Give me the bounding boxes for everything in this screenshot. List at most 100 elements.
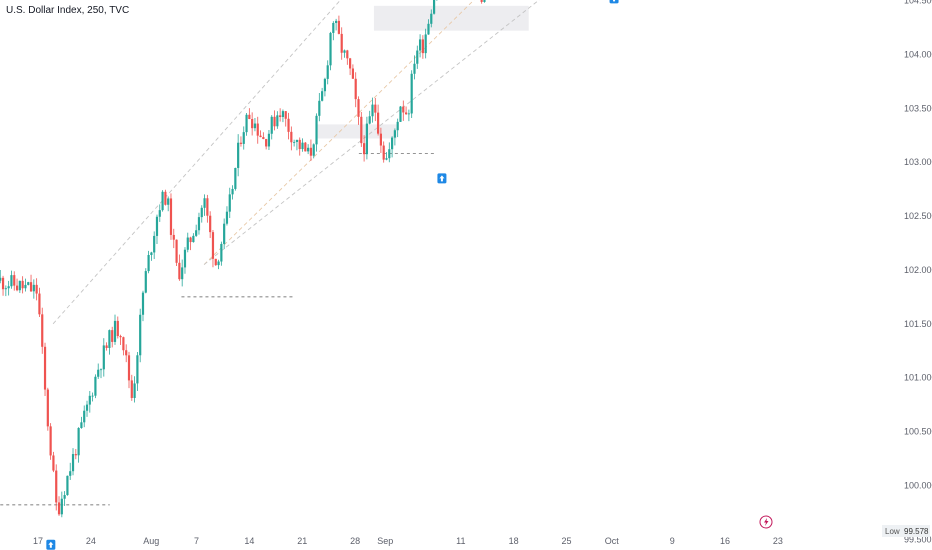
price-axis[interactable]: 99.500 100.000 100.500 101.000 101.500 102.00… — [882, 0, 932, 544]
candle-body — [312, 144, 315, 156]
candle-body — [57, 502, 61, 515]
candle-body — [178, 262, 181, 280]
candle-body — [382, 145, 385, 160]
candle-body — [416, 50, 419, 64]
candle-body — [237, 142, 240, 168]
candle-body — [32, 284, 35, 292]
candle-body — [427, 23, 430, 35]
x-tick-label: 28 — [350, 536, 360, 546]
candle-body — [223, 223, 226, 244]
candle-body — [298, 139, 301, 150]
candle-body — [393, 130, 396, 138]
low-tag-value-box — [902, 524, 930, 537]
y-tick-label: 103.000 — [904, 157, 932, 167]
candle-body — [192, 235, 195, 243]
candle-body — [189, 237, 192, 243]
x-tick-label: 9 — [670, 536, 675, 546]
candle-body — [217, 261, 220, 266]
candle-body — [1, 277, 5, 290]
candle-body — [102, 345, 105, 370]
lightning-icon — [764, 518, 769, 526]
candle-body — [351, 68, 355, 79]
candle-body — [88, 395, 91, 405]
candle-body — [483, 0, 486, 2]
low-tag-name-box — [882, 524, 902, 537]
candle-body — [231, 188, 234, 195]
y-tick-label: 102.500 — [904, 211, 932, 221]
candle-body — [63, 495, 66, 499]
candle-body — [122, 337, 125, 351]
x-tick-label: 7 — [194, 536, 199, 546]
buy-signal-icon[interactable] — [609, 0, 619, 4]
x-tick-label: 18 — [509, 536, 519, 546]
candle-body — [43, 346, 47, 390]
candle-body — [340, 33, 343, 53]
candle-body — [91, 395, 94, 397]
candle-body — [35, 284, 38, 294]
candle-body — [287, 118, 290, 132]
candle-body — [430, 13, 433, 24]
candle-body — [357, 99, 360, 117]
x-tick-label: 25 — [561, 536, 571, 546]
candle-body — [195, 230, 198, 236]
candle-body — [421, 39, 424, 54]
candle-body — [321, 91, 324, 101]
candle-body — [270, 116, 273, 134]
candle-body — [404, 112, 408, 115]
candle-body — [245, 114, 248, 133]
low-tag-name: Low — [885, 527, 900, 536]
candle-body — [248, 114, 251, 120]
candle-body — [413, 63, 416, 74]
channel-upper-line[interactable] — [52, 0, 770, 325]
candle-body — [186, 237, 189, 250]
candle-body — [29, 282, 33, 292]
candle-body — [253, 123, 257, 129]
channel-middle-line[interactable] — [203, 0, 770, 265]
candle-body — [376, 112, 380, 134]
candle-body — [167, 198, 170, 205]
candle-body — [326, 65, 329, 79]
candle-body — [139, 314, 142, 356]
candle-body — [66, 475, 69, 496]
candle-body — [38, 293, 41, 315]
channel-lower-line[interactable] — [203, 0, 770, 265]
candle-body — [164, 191, 167, 205]
x-tick-label: 23 — [773, 536, 783, 546]
candle-body — [150, 252, 153, 256]
candle-body — [307, 147, 310, 152]
candle-body — [228, 194, 231, 212]
candle-body — [273, 116, 276, 127]
candle-body — [127, 355, 131, 381]
candle-body — [147, 255, 150, 272]
candle-body — [211, 232, 215, 259]
candle-body — [94, 376, 97, 396]
y-tick-label: 102.000 — [904, 265, 932, 275]
marker-layer[interactable]: 54 — [46, 0, 773, 550]
candle-body — [21, 280, 24, 289]
candle-body — [368, 116, 371, 124]
candle-body — [74, 454, 77, 456]
y-tick-label: 103.500 — [904, 103, 932, 113]
candle-body — [18, 280, 21, 291]
candle-body — [83, 410, 86, 423]
candle-body — [315, 115, 318, 145]
candle-body — [267, 133, 271, 147]
candle-body — [200, 207, 203, 218]
candle-body — [239, 142, 243, 144]
candle-body — [396, 121, 399, 131]
candle-body — [295, 139, 299, 142]
support-zone-layer — [317, 5, 529, 139]
candle-body — [27, 282, 30, 285]
candle-body — [214, 258, 217, 266]
candle-body — [301, 142, 304, 150]
x-tick-label: 14 — [244, 536, 254, 546]
candle-body — [77, 427, 80, 456]
candle-body — [49, 426, 52, 456]
candle-body — [410, 73, 413, 114]
candle-body — [346, 50, 349, 59]
candle-body — [371, 104, 374, 117]
time-axis[interactable]: 17 24 Aug 7 14 21 28 Sep 11 18 25 Oct 9 16 23 — [33, 536, 783, 546]
candle-body — [225, 211, 229, 224]
candle-body — [259, 135, 262, 138]
